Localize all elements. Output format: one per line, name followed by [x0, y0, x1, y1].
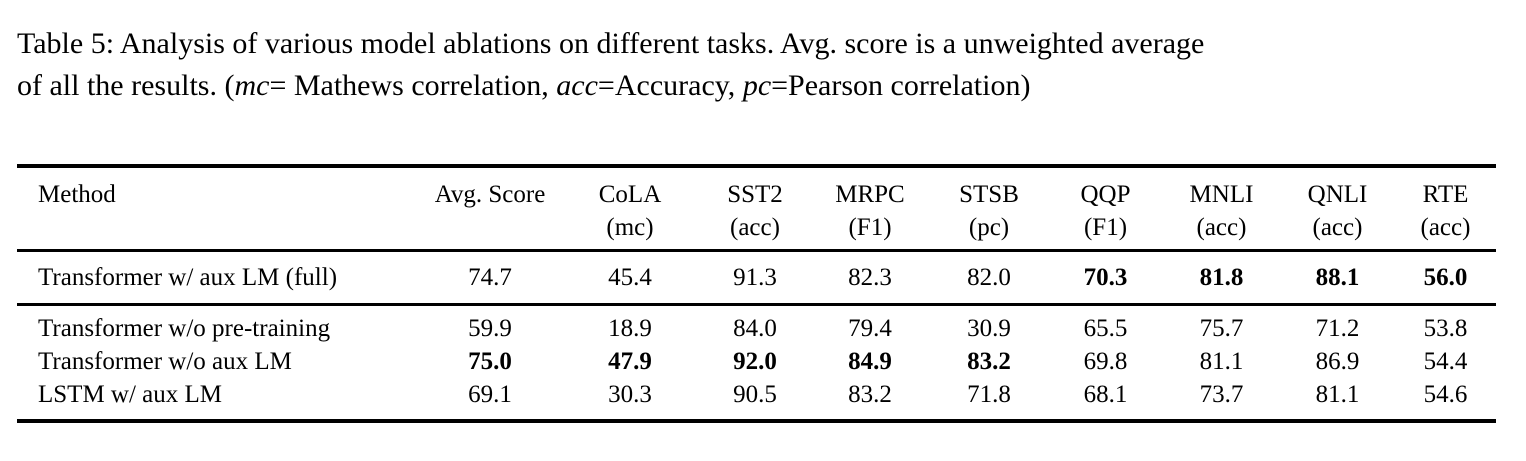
method-cell: Transformer w/o aux LM — [38, 348, 292, 375]
value-cell: 82.0 — [967, 264, 1011, 291]
caption-metric-abbrev: mc — [234, 69, 270, 102]
column-unit-mrpc: (F1) — [848, 214, 892, 241]
column-unit-stsb: (pc) — [968, 214, 1010, 241]
header-row-units: (mc) (acc) (F1) (pc) (F1) (acc) (acc) (acc) — [17, 211, 1496, 251]
value-cell: 81.1 — [1199, 348, 1244, 375]
column-header-rte: RTE — [1422, 181, 1469, 208]
column-unit-qnli: (acc) — [1312, 214, 1363, 241]
value-cell: 83.2 — [848, 381, 892, 408]
caption-text: = Mathews correlation, — [269, 69, 557, 102]
column-header-avg-score: Avg. Score — [434, 181, 546, 208]
table-row-transformer-w-o-aux-lm: Transformer w/o aux LM 75.0 47.9 92.0 84.9 83… — [17, 345, 1496, 378]
value-cell: 84.9 — [848, 348, 892, 375]
column-unit-rte: (acc) — [1420, 214, 1471, 241]
value-cell: 56.0 — [1423, 264, 1468, 291]
column-header-mnli: MNLI — [1189, 181, 1254, 208]
value-cell: 45.4 — [608, 264, 652, 291]
column-unit-sst2: (acc) — [730, 214, 780, 241]
column-header-stsb: STSB — [959, 181, 1019, 208]
header-row-labels: Method Avg. Score CoLA SST2 MRPC STSB QQP MNLI Q… — [17, 166, 1496, 211]
value-cell: 47.9 — [608, 348, 652, 375]
caption-metric-abbrev: pc — [742, 69, 772, 102]
table-body-group-1: Transformer w/ aux LM (full) 74.7 45.4 91.3… — [17, 251, 1496, 305]
caption-text: =Accuracy, — [597, 69, 743, 102]
method-cell: LSTM w/ aux LM — [38, 381, 223, 408]
value-cell: 53.8 — [1423, 315, 1468, 342]
ablation-results-table: Method Avg. Score CoLA SST2 MRPC STSB QQP MNLI Q… — [17, 164, 1496, 423]
column-header-qqp: QQP — [1080, 181, 1131, 208]
value-cell: 74.7 — [468, 264, 512, 291]
value-cell: 90.5 — [733, 381, 777, 408]
value-cell: 75.7 — [1199, 315, 1244, 342]
value-cell: 88.1 — [1315, 264, 1360, 291]
value-cell: 59.9 — [468, 315, 512, 342]
value-cell: 81.1 — [1315, 381, 1360, 408]
value-cell: 30.9 — [967, 315, 1011, 342]
column-unit-method — [17, 211, 420, 251]
value-cell: 92.0 — [733, 348, 777, 375]
method-cell: Transformer w/o pre-training — [38, 315, 331, 342]
value-cell: 91.3 — [733, 264, 777, 291]
value-cell: 68.1 — [1083, 381, 1128, 408]
value-cell: 54.4 — [1423, 348, 1468, 375]
value-cell: 70.3 — [1083, 264, 1128, 291]
value-cell: 81.8 — [1199, 264, 1244, 291]
column-header-cola: CoLA — [598, 181, 662, 208]
column-header-method: Method — [38, 181, 116, 208]
caption-line-1: Table 5: Analysis of various model ablat… — [17, 23, 1204, 65]
value-cell: 82.3 — [848, 264, 892, 291]
column-header-qnli: QNLI — [1307, 181, 1368, 208]
value-cell: 83.2 — [967, 348, 1011, 375]
caption-text: Table 5: Analysis of various model ablat… — [17, 27, 1205, 60]
value-cell: 86.9 — [1315, 348, 1360, 375]
caption-text: =Pearson correlation) — [771, 69, 1031, 102]
value-cell: 69.8 — [1083, 348, 1128, 375]
value-cell: 84.0 — [733, 315, 777, 342]
table-caption: Table 5: Analysis of various model ablat… — [17, 23, 1204, 107]
ablation-table-container: Method Avg. Score CoLA SST2 MRPC STSB QQP MNLI Q… — [17, 164, 1496, 423]
value-cell: 30.3 — [608, 381, 652, 408]
table-row-transformer-w-o-pre-training: Transformer w/o pre-training 59.9 18.9 84.0… — [17, 305, 1496, 346]
value-cell: 71.2 — [1315, 315, 1360, 342]
value-cell: 73.7 — [1199, 381, 1244, 408]
value-cell: 79.4 — [848, 315, 892, 342]
column-header-sst2: SST2 — [727, 181, 783, 208]
value-cell: 75.0 — [468, 348, 512, 375]
table-header: Method Avg. Score CoLA SST2 MRPC STSB QQP MNLI Q… — [17, 166, 1496, 251]
caption-metric-abbrev: acc — [556, 69, 598, 102]
column-unit-avg-score — [420, 211, 560, 251]
table-body-group-2: Transformer w/o pre-training 59.9 18.9 84.0… — [17, 305, 1496, 422]
table-row-lstm-w-aux-lm: LSTM w/ aux LM 69.1 30.3 90.5 83.2 71.8 68.1 73… — [17, 378, 1496, 421]
caption-text: of all the results. ( — [17, 69, 235, 102]
method-cell: Transformer w/ aux LM (full) — [38, 264, 338, 291]
column-unit-qqp: (F1) — [1083, 214, 1128, 241]
column-unit-cola: (mc) — [606, 214, 654, 241]
value-cell: 54.6 — [1423, 381, 1468, 408]
value-cell: 18.9 — [608, 315, 652, 342]
table-row-transformer-w-aux-lm-full: Transformer w/ aux LM (full) 74.7 45.4 91.3… — [17, 251, 1496, 305]
value-cell: 69.1 — [468, 381, 512, 408]
column-unit-mnli: (acc) — [1196, 214, 1247, 241]
caption-line-2: of all the results. (mc= Mathews correla… — [17, 65, 1204, 107]
column-header-mrpc: MRPC — [835, 181, 905, 208]
value-cell: 65.5 — [1083, 315, 1128, 342]
value-cell: 71.8 — [967, 381, 1011, 408]
